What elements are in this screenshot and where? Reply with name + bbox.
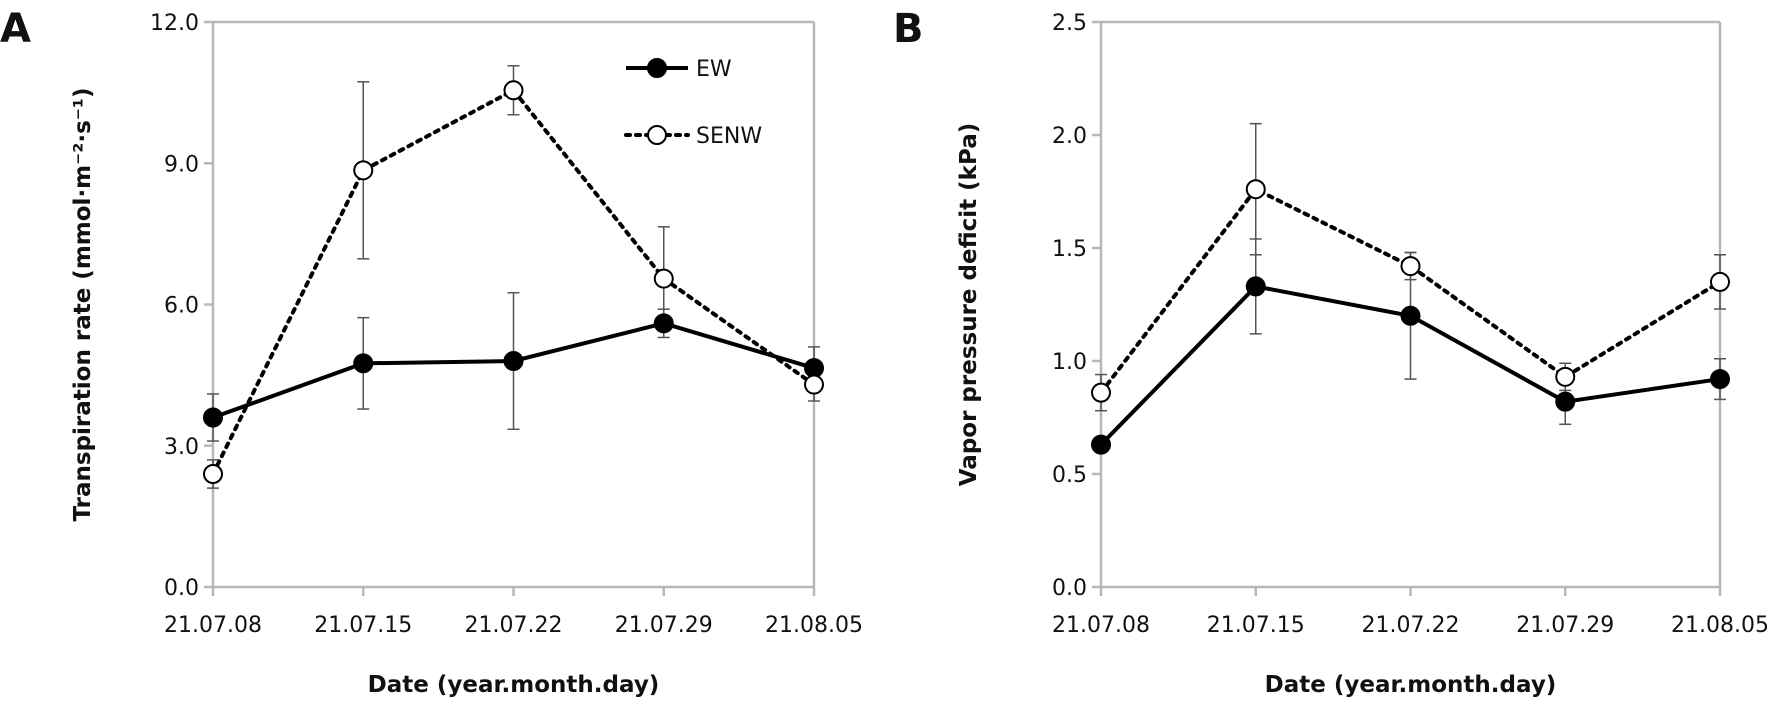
y-tick-label: 0.5 bbox=[1052, 463, 1087, 488]
x-tick-label: 21.07.22 bbox=[1362, 613, 1460, 638]
legend: EW SENW bbox=[624, 57, 762, 149]
data-point-senw bbox=[653, 268, 674, 289]
x-axis-title: Date (year.month.day) bbox=[368, 672, 660, 698]
data-point-senw bbox=[1245, 179, 1266, 200]
data-point-ew bbox=[1245, 276, 1266, 297]
y-tick-label: 1.0 bbox=[1052, 350, 1087, 375]
x-tick-label: 21.07.15 bbox=[1207, 613, 1305, 638]
y-tick-label: 0.0 bbox=[164, 576, 199, 601]
data-point-ew bbox=[1555, 391, 1576, 412]
data-point-senw bbox=[1555, 366, 1576, 387]
data-point-ew bbox=[1400, 305, 1421, 326]
legend-marker-senw bbox=[647, 125, 667, 145]
panel-letter: B bbox=[893, 6, 924, 52]
y-tick-label: 0.0 bbox=[1052, 576, 1087, 601]
data-point-senw bbox=[1400, 256, 1421, 277]
y-tick-label: 2.5 bbox=[1052, 11, 1087, 36]
legend-label-senw: SENW bbox=[696, 124, 762, 149]
x-tick-label: 21.07.22 bbox=[465, 613, 563, 638]
y-tick-label: 12.0 bbox=[150, 11, 199, 36]
data-point-senw bbox=[1091, 382, 1111, 403]
x-tick-label: 21.08.05 bbox=[1671, 613, 1769, 638]
panel-letter: A bbox=[0, 6, 31, 52]
x-tick-label: 21.07.08 bbox=[1052, 613, 1150, 638]
data-point-senw bbox=[804, 374, 824, 395]
data-point-senw bbox=[503, 80, 524, 101]
data-point-senw bbox=[203, 464, 223, 484]
data-point-ew bbox=[653, 313, 674, 334]
chart-panel-a: A 0.0 3.0 6.0 9.0 12.0 21.07.08 21.07.15 21.07.2… bbox=[0, 6, 863, 698]
y-tick-label: 6.0 bbox=[164, 294, 199, 319]
x-axis-title: Date (year.month.day) bbox=[1265, 672, 1557, 698]
y-tick-label: 9.0 bbox=[164, 152, 199, 177]
data-point-senw bbox=[1710, 271, 1730, 292]
series-ew bbox=[1249, 238, 1726, 426]
legend-marker-ew bbox=[647, 58, 667, 78]
data-point-ew bbox=[1710, 369, 1730, 390]
chart-panel-b: B 0.0 0.5 1.0 1.5 2.0 2.5 21.07.08 21.07.15 21.07… bbox=[893, 6, 1769, 698]
y-axis-title: Vapor pressure deficit (kPa) bbox=[956, 123, 982, 487]
data-point-ew bbox=[804, 358, 824, 379]
y-tick-label: 2.0 bbox=[1052, 124, 1087, 149]
x-tick-label: 21.07.29 bbox=[1516, 613, 1614, 638]
x-tick-label: 21.07.08 bbox=[164, 613, 262, 638]
y-tick-label: 1.5 bbox=[1052, 237, 1087, 262]
data-point-ew bbox=[1091, 434, 1111, 455]
y-axis-title: Transpiration rate (mmol·m⁻²·s⁻¹) bbox=[70, 87, 96, 521]
x-tick-label: 21.07.15 bbox=[314, 613, 412, 638]
data-point-senw bbox=[353, 160, 374, 181]
data-point-ew bbox=[353, 353, 374, 374]
x-tick-label: 21.07.29 bbox=[615, 613, 713, 638]
data-point-ew bbox=[203, 407, 223, 428]
legend-label-ew: EW bbox=[696, 57, 732, 82]
data-point-ew bbox=[503, 351, 524, 371]
x-tick-label: 21.08.05 bbox=[765, 613, 863, 638]
y-tick-label: 3.0 bbox=[164, 435, 199, 460]
